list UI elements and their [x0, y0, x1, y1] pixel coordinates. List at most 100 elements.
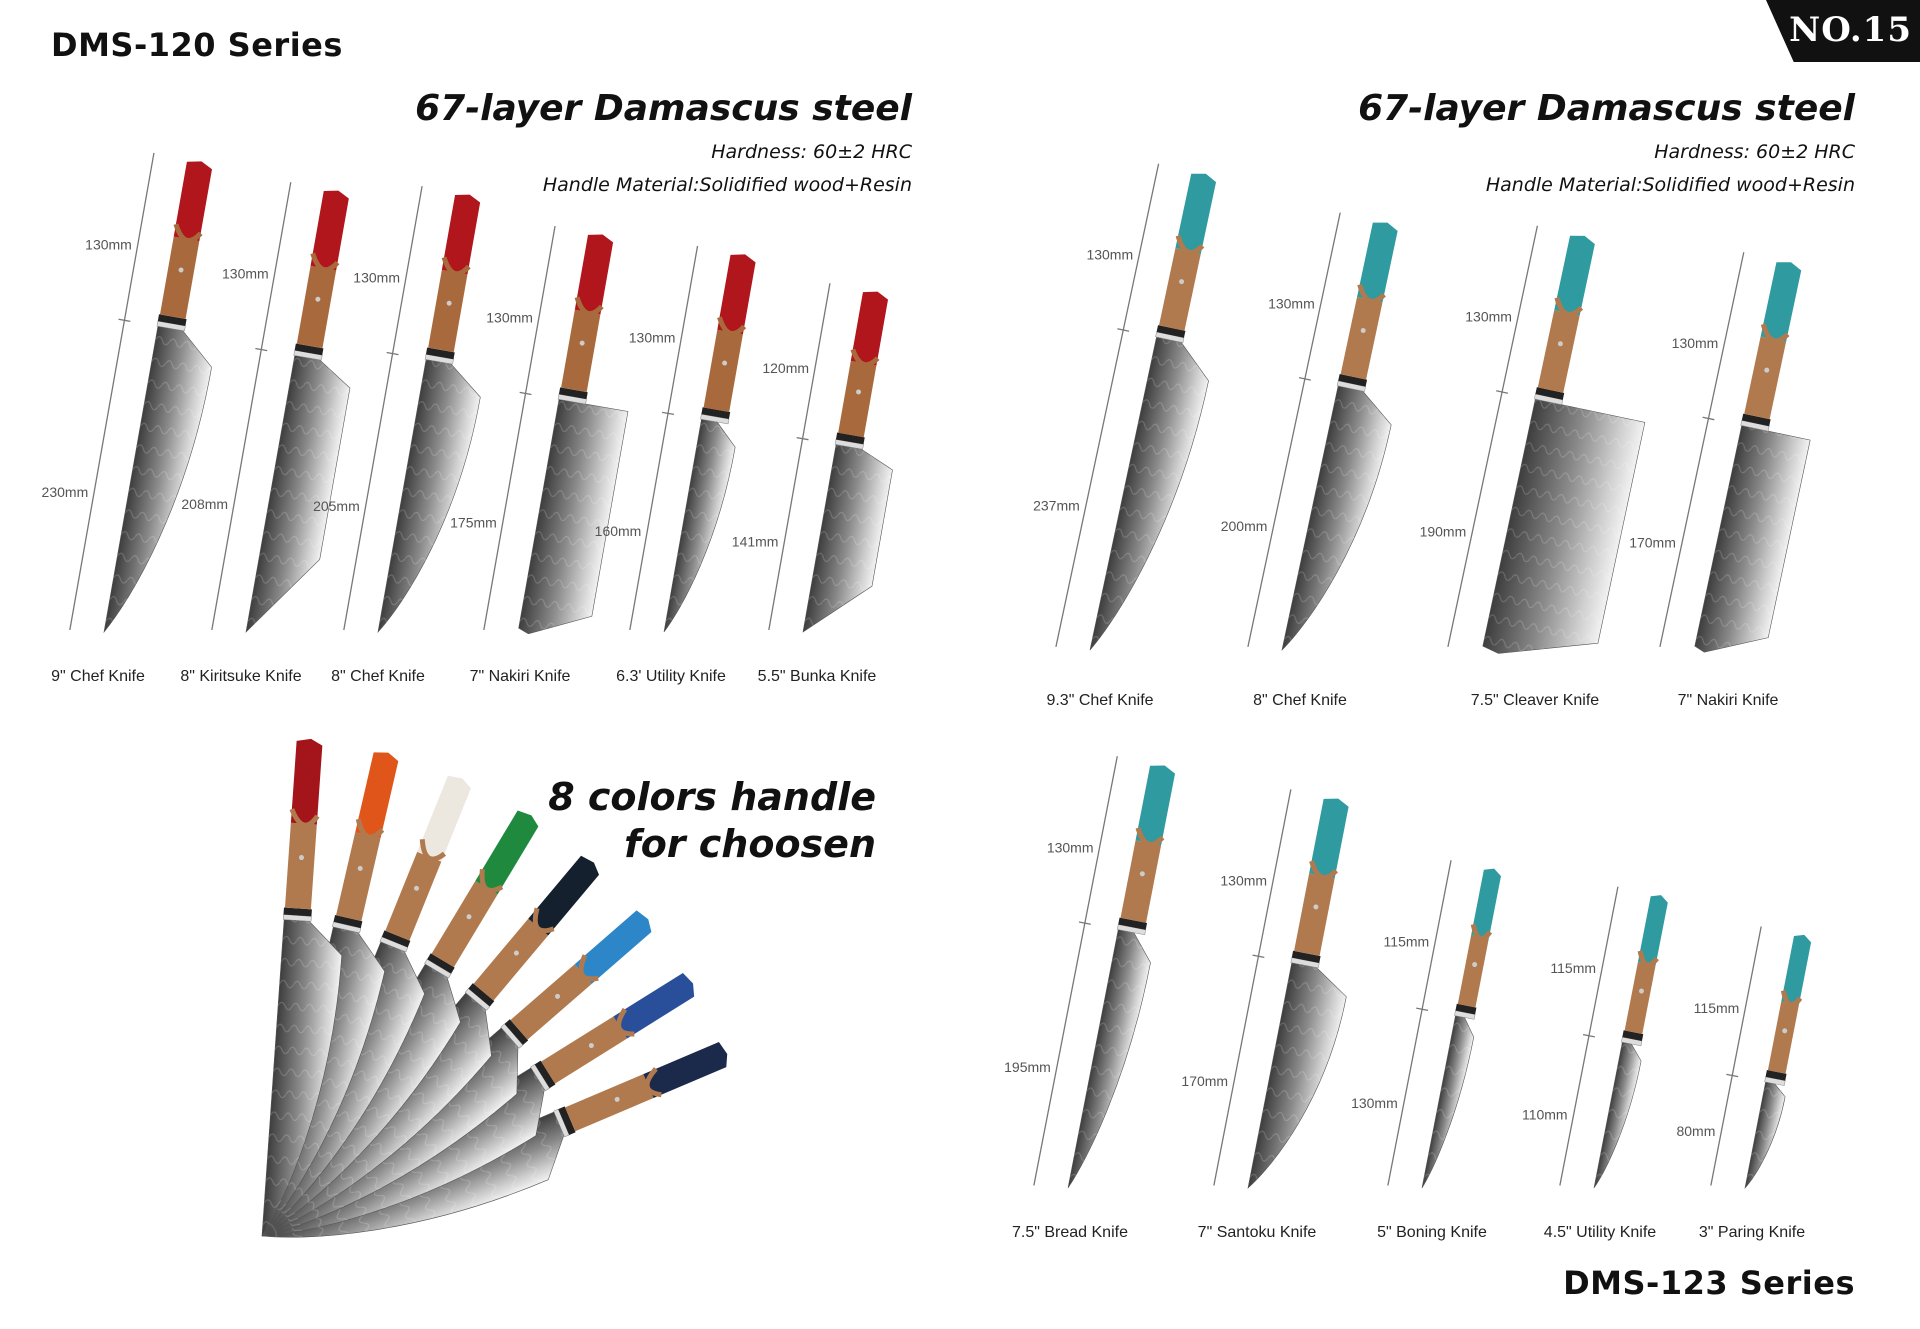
handle-length-label: 120mm	[762, 360, 809, 376]
dimension-line	[1055, 163, 1160, 647]
blade-length-label: 208mm	[181, 496, 228, 512]
handle-swirl	[578, 954, 599, 982]
knife-name-label: 7" Nakiri Knife	[1678, 692, 1779, 709]
handle-rivet	[1472, 962, 1478, 968]
dimension-tick	[386, 351, 399, 356]
handle-resin	[1357, 222, 1398, 303]
handle-swirl	[1470, 923, 1493, 941]
handle-rivet	[1638, 988, 1644, 994]
bolster	[333, 914, 363, 929]
dimension-line	[1659, 252, 1745, 647]
handle-swirl	[1175, 234, 1205, 255]
bolster	[1291, 950, 1321, 963]
knife-name-label: 7" Nakiri Knife	[470, 668, 571, 685]
knife-name-label: 8" Kiritsuke Knife	[180, 668, 301, 685]
handle-resin	[1135, 765, 1176, 846]
bolster	[294, 343, 324, 356]
handle-wood	[1457, 935, 1489, 1008]
knife	[1055, 163, 1217, 651]
bolster	[1535, 387, 1565, 400]
dimension-tick	[1726, 1073, 1739, 1078]
blade-length-label: 141mm	[732, 533, 779, 549]
blade-length-label: 80mm	[1676, 1123, 1715, 1139]
handle-wood	[1159, 248, 1201, 331]
blade-length-label: 175mm	[450, 515, 497, 531]
handle-resin	[850, 291, 889, 366]
damascus-pattern	[1482, 399, 1645, 654]
blade-length-label: 170mm	[1181, 1073, 1228, 1089]
handle-wood	[431, 880, 498, 968]
damascus-pattern	[1594, 1042, 1642, 1188]
dimension-line	[343, 186, 423, 631]
handle-swirl	[310, 252, 340, 273]
handle-wood	[703, 329, 743, 412]
handle-wood	[1744, 336, 1787, 420]
handle-swirl	[1309, 860, 1338, 881]
handle-wood	[385, 851, 442, 941]
dimension-tick	[1252, 954, 1265, 959]
handle-rivet	[1782, 1028, 1788, 1034]
dimension-tick	[1078, 921, 1091, 925]
knife	[1659, 252, 1811, 653]
dimension-line	[211, 182, 292, 631]
bolster-ring	[1764, 1076, 1786, 1086]
bolster	[504, 1019, 529, 1045]
dimension-tick	[255, 347, 268, 352]
handle-resin	[417, 775, 471, 862]
knife-name-label: 9.3" Chef Knife	[1046, 692, 1153, 709]
dimension-tick	[796, 436, 809, 441]
handle-resin	[574, 234, 614, 315]
right-handle-material: Handle Material:Solidified wood+Resin	[1485, 174, 1855, 196]
handle-wood	[541, 1016, 628, 1084]
knife	[1247, 212, 1398, 651]
handle-wood	[473, 918, 549, 1001]
bolster	[1765, 1070, 1787, 1081]
bolster	[427, 953, 455, 974]
bolster	[558, 1106, 576, 1135]
knife	[343, 186, 481, 633]
handle-length-label: 130mm	[1220, 873, 1267, 889]
damascus-pattern	[1694, 425, 1811, 653]
handle-length-label: 130mm	[85, 236, 132, 252]
handle-swirl	[644, 1067, 662, 1098]
dimension-tick	[1298, 376, 1311, 381]
handle-rivet	[555, 993, 561, 999]
handle-swirl	[419, 839, 447, 862]
handle-length-label: 130mm	[1047, 839, 1094, 855]
bolster	[1156, 325, 1186, 338]
dimension-tick	[1582, 1033, 1595, 1038]
handle-wood	[296, 265, 337, 349]
handle-rivet	[588, 1043, 594, 1049]
damascus-pattern	[1422, 1015, 1474, 1188]
knife-name-label: 9" Chef Knife	[51, 668, 145, 685]
handle-swirl	[616, 1007, 635, 1037]
knife-name-label: 7.5" Cleaver Knife	[1471, 692, 1600, 709]
bolster-ring	[530, 1064, 550, 1092]
handle-rivet	[1139, 871, 1145, 877]
knife-name-label: 5.5" Bunka Knife	[758, 668, 877, 685]
handle-resin	[613, 972, 695, 1039]
handle-resin	[290, 738, 323, 825]
handle-swirl	[1780, 990, 1803, 1008]
handle-length-label: 130mm	[1465, 308, 1512, 324]
series-title-dms-120: DMS-120 Series	[51, 26, 343, 64]
handle-swirl	[574, 296, 604, 317]
blade-length-label: 110mm	[1522, 1106, 1568, 1122]
bolster	[425, 347, 455, 360]
handle-resin	[1760, 262, 1802, 342]
handle-rivet	[1557, 341, 1563, 347]
knife	[1559, 886, 1668, 1189]
handle-length-label: 115mm	[1694, 1000, 1740, 1016]
bolster	[701, 407, 731, 420]
handle-swirl	[1357, 283, 1386, 304]
damascus-pattern	[1745, 1081, 1786, 1188]
knife-name-label: 3" Paring Knife	[1699, 1224, 1805, 1241]
bolster	[381, 930, 411, 948]
handle-swirl	[441, 256, 471, 277]
handle-rivet	[315, 296, 321, 302]
dimension-tick	[662, 411, 675, 416]
bolster	[1741, 413, 1771, 427]
handle-wood	[1120, 840, 1162, 923]
handle-resin	[1781, 934, 1812, 1006]
bolster	[534, 1060, 556, 1089]
